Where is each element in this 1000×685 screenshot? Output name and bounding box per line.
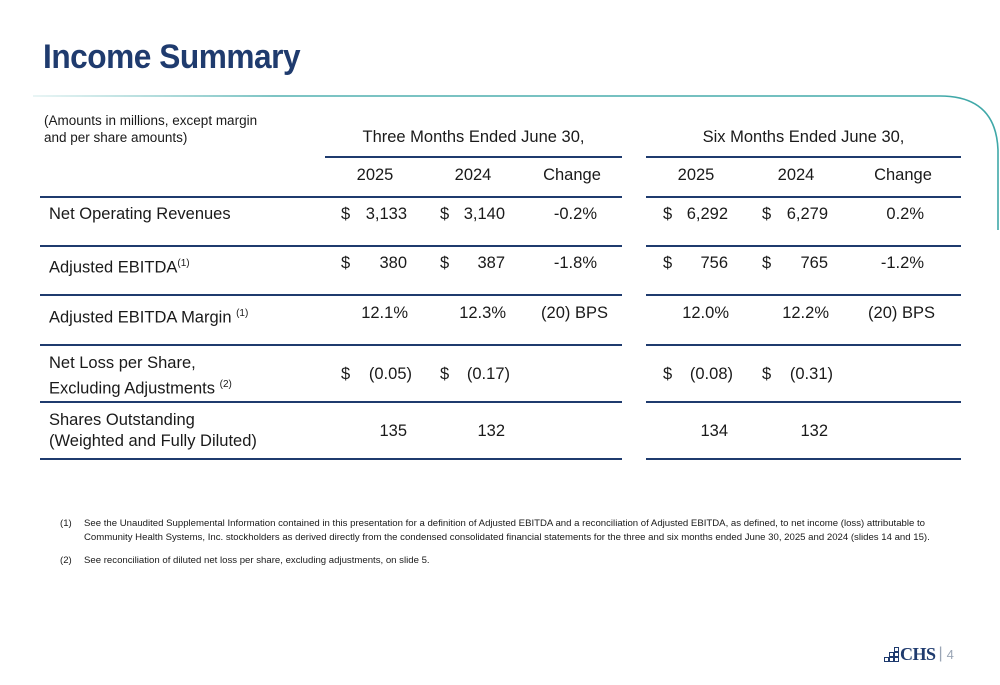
row-rule-left [40, 245, 622, 247]
value-cell: (0.08) [689, 365, 733, 383]
footnote-1: (1) See the Unaudited Supplemental Infor… [60, 517, 940, 545]
dollar-sign: $ [341, 254, 351, 272]
value-cell: 12.3% [459, 304, 506, 322]
value-cell: 3,133 [365, 205, 407, 223]
footnotes: (1) See the Unaudited Supplemental Infor… [60, 517, 940, 577]
dollar-sign: $ [440, 254, 450, 272]
footnote-text: See the Unaudited Supplemental Informati… [84, 518, 930, 543]
row-label-adjusted-ebitda: Adjusted EBITDA(1) [49, 253, 190, 279]
dollar-sign: $ [762, 365, 772, 383]
row-label-text: Adjusted EBITDA [49, 258, 178, 277]
value-cell: 3,140 [463, 205, 505, 223]
col-header-2024-h: 2024 [777, 166, 815, 184]
row-rule-right [646, 344, 961, 346]
value-cell: 765 [800, 254, 828, 272]
building-blocks-icon [884, 647, 899, 662]
footnote-text: See reconciliation of diluted net loss p… [84, 555, 430, 566]
company-logo: CHS | 4 [884, 643, 954, 665]
row-rule-right [646, 458, 961, 460]
value-cell: 12.2% [782, 304, 829, 322]
col-header-2025-h: 2025 [677, 166, 715, 184]
value-cell: 756 [700, 254, 728, 272]
dollar-sign: $ [663, 205, 673, 223]
value-cell: 12.0% [682, 304, 729, 322]
header-three-months: Three Months Ended June 30, [362, 128, 585, 146]
change-cell: -0.2% [553, 205, 597, 223]
change-cell: -1.8% [553, 254, 597, 272]
page-number: 4 [946, 646, 954, 662]
col-header-2025-q: 2025 [356, 166, 394, 184]
footnote-ref: (1) [177, 258, 190, 269]
row-label-text: Adjusted EBITDA Margin [49, 308, 232, 327]
dollar-sign: $ [762, 254, 772, 272]
dollar-sign: $ [663, 365, 673, 383]
row-label-text: Net Loss per Share, [49, 354, 196, 372]
row-label-text: Net Operating Revenues [49, 205, 231, 223]
col-header-change-h: Change [874, 166, 932, 184]
change-cell: (20) BPS [541, 304, 608, 322]
row-rule-left [40, 344, 622, 346]
change-cell: -1.2% [880, 254, 924, 272]
logo-separator: | [938, 645, 943, 662]
value-cell: 6,292 [686, 205, 728, 223]
value-cell: 134 [700, 422, 728, 440]
row-label-text: Shares Outstanding [49, 411, 195, 429]
value-cell: 387 [477, 254, 505, 272]
value-cell: (0.31) [789, 365, 833, 383]
value-cell: 132 [477, 422, 505, 440]
footnote-ref: (1) [236, 308, 249, 319]
decorative-teal-rule [33, 95, 999, 230]
amounts-note-line2: and per share amounts) [44, 130, 188, 145]
footnote-ref: (2) [219, 379, 232, 390]
dollar-sign: $ [341, 205, 351, 223]
change-cell: (20) BPS [868, 304, 935, 322]
value-cell: 6,279 [786, 205, 828, 223]
value-cell: (0.17) [466, 365, 510, 383]
dollar-sign: $ [440, 205, 450, 223]
dollar-sign: $ [341, 365, 351, 383]
row-rule-right [646, 245, 961, 247]
footnote-number: (2) [60, 555, 72, 566]
row-rule-right [646, 196, 961, 198]
value-cell: (0.05) [368, 365, 412, 383]
value-cell: 135 [379, 422, 407, 440]
row-rule-right [646, 401, 961, 403]
amounts-note: (Amounts in millions, except margin and … [44, 112, 274, 146]
row-rule-left [40, 401, 622, 403]
header-six-months: Six Months Ended June 30, [702, 128, 905, 146]
change-cell: 0.2% [886, 205, 924, 223]
row-label-net-operating-revenues: Net Operating Revenues [49, 204, 231, 225]
logo-text: CHS [900, 643, 936, 664]
footnote-2: (2) See reconciliation of diluted net lo… [60, 554, 940, 568]
header-rule-six-months [646, 156, 961, 158]
header-rule-three-months [325, 156, 622, 158]
dollar-sign: $ [440, 365, 450, 383]
row-rule-left [40, 294, 622, 296]
dollar-sign: $ [762, 205, 772, 223]
value-cell: 380 [379, 254, 407, 272]
page-title: Income Summary [43, 38, 301, 76]
value-cell: 132 [800, 422, 828, 440]
row-label-text: Excluding Adjustments [49, 379, 216, 398]
row-label-shares-outstanding: Shares Outstanding (Weighted and Fully D… [49, 410, 257, 452]
row-label-net-loss-per-share: Net Loss per Share, Excluding Adjustment… [49, 353, 232, 400]
row-rule-left [40, 458, 622, 460]
footnote-number: (1) [60, 518, 72, 529]
value-cell: 12.1% [361, 304, 408, 322]
row-label-adjusted-ebitda-margin: Adjusted EBITDA Margin (1) [49, 303, 248, 329]
row-rule-left [40, 196, 622, 198]
dollar-sign: $ [663, 254, 673, 272]
col-header-change-q: Change [543, 166, 601, 184]
amounts-note-line1: (Amounts in millions, except margin [44, 113, 258, 128]
row-rule-right [646, 294, 961, 296]
row-label-text: (Weighted and Fully Diluted) [49, 432, 257, 450]
col-header-2024-q: 2024 [454, 166, 492, 184]
